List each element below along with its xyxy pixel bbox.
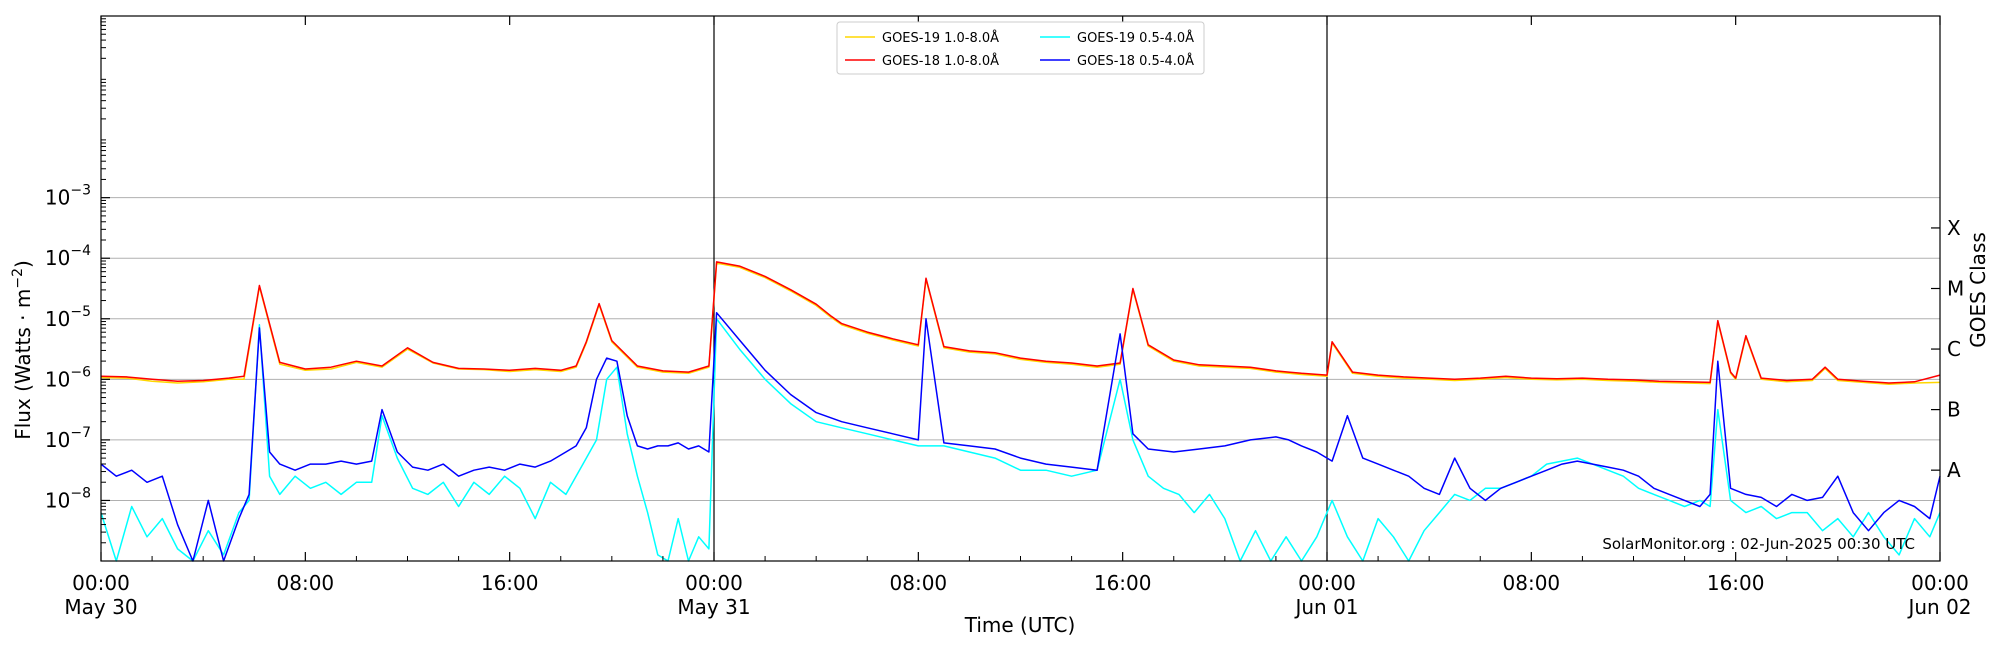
goes-class-axis-title: GOES Class [1966, 232, 1990, 348]
y-axis-title-main: Flux (Watts · m [11, 289, 35, 440]
y-tick-label: 10−5 [45, 304, 91, 331]
series-layer [100, 261, 1941, 562]
plot-frame [100, 15, 1941, 562]
x-tick-date-label: May 30 [64, 595, 137, 619]
goes-class-label: C [1947, 337, 1961, 361]
x-tick-label: 00:00 [685, 571, 743, 595]
series-line-0 [100, 262, 1941, 385]
series-line-2 [100, 261, 1941, 384]
gridlines [101, 197, 1940, 501]
y-axis-title: Flux (Watts · m−2) [10, 260, 35, 440]
y-tick-label: 10−7 [45, 425, 91, 452]
y-axis-ticks: 10−8 10−7 10−6 10−5 10−4 10−3 [45, 18, 110, 544]
legend-box [836, 21, 1205, 75]
legend-label-goes19-long: GOES-19 1.0-8.0Å [882, 30, 999, 46]
goes-class-label: A [1947, 458, 1961, 482]
goes-class-axis: A B C M X [1931, 216, 1964, 482]
x-tick-date-label: May 31 [677, 595, 750, 619]
y-axis-title-exponent: −2 [10, 268, 26, 289]
x-tick-date-label: Jun 01 [1293, 595, 1358, 619]
legend-label-goes19-short: GOES-19 0.5-4.0Å [1077, 30, 1194, 46]
x-tick-label: 00:00 [1298, 571, 1356, 595]
x-tick-label: 00:00 [72, 571, 130, 595]
goes-class-label: M [1947, 277, 1964, 301]
series-line-3 [100, 311, 1941, 562]
y-tick-label: 10−6 [45, 364, 91, 391]
x-tick-date-label: Jun 02 [1906, 595, 1971, 619]
x-tick-label: 16:00 [481, 571, 539, 595]
legend-label-goes18-long: GOES-18 1.0-8.0Å [882, 53, 999, 69]
y-tick-label: 10−8 [45, 485, 91, 512]
day-boundary-lines [713, 16, 1328, 561]
x-tick-label: 16:00 [1094, 571, 1152, 595]
series-line-1 [100, 318, 1941, 562]
y-tick-label: 10−4 [45, 243, 91, 270]
timestamp-annotation: SolarMonitor.org : 02-Jun-2025 00:30 UTC [1602, 535, 1915, 553]
x-tick-label: 08:00 [890, 571, 948, 595]
x-tick-label: 08:00 [1503, 571, 1561, 595]
x-tick-label: 00:00 [1911, 571, 1969, 595]
legend: GOES-19 1.0-8.0Å GOES-19 0.5-4.0Å GOES-1… [836, 21, 1205, 75]
x-axis-title: Time (UTC) [964, 613, 1076, 637]
y-tick-label: 10−3 [45, 183, 91, 210]
goes-class-label: B [1947, 398, 1961, 422]
x-tick-label: 08:00 [277, 571, 335, 595]
y-axis-title-close: ) [11, 260, 35, 268]
goes-class-label: X [1947, 216, 1961, 240]
x-tick-label: 16:00 [1707, 571, 1765, 595]
legend-label-goes18-short: GOES-18 0.5-4.0Å [1077, 53, 1194, 69]
